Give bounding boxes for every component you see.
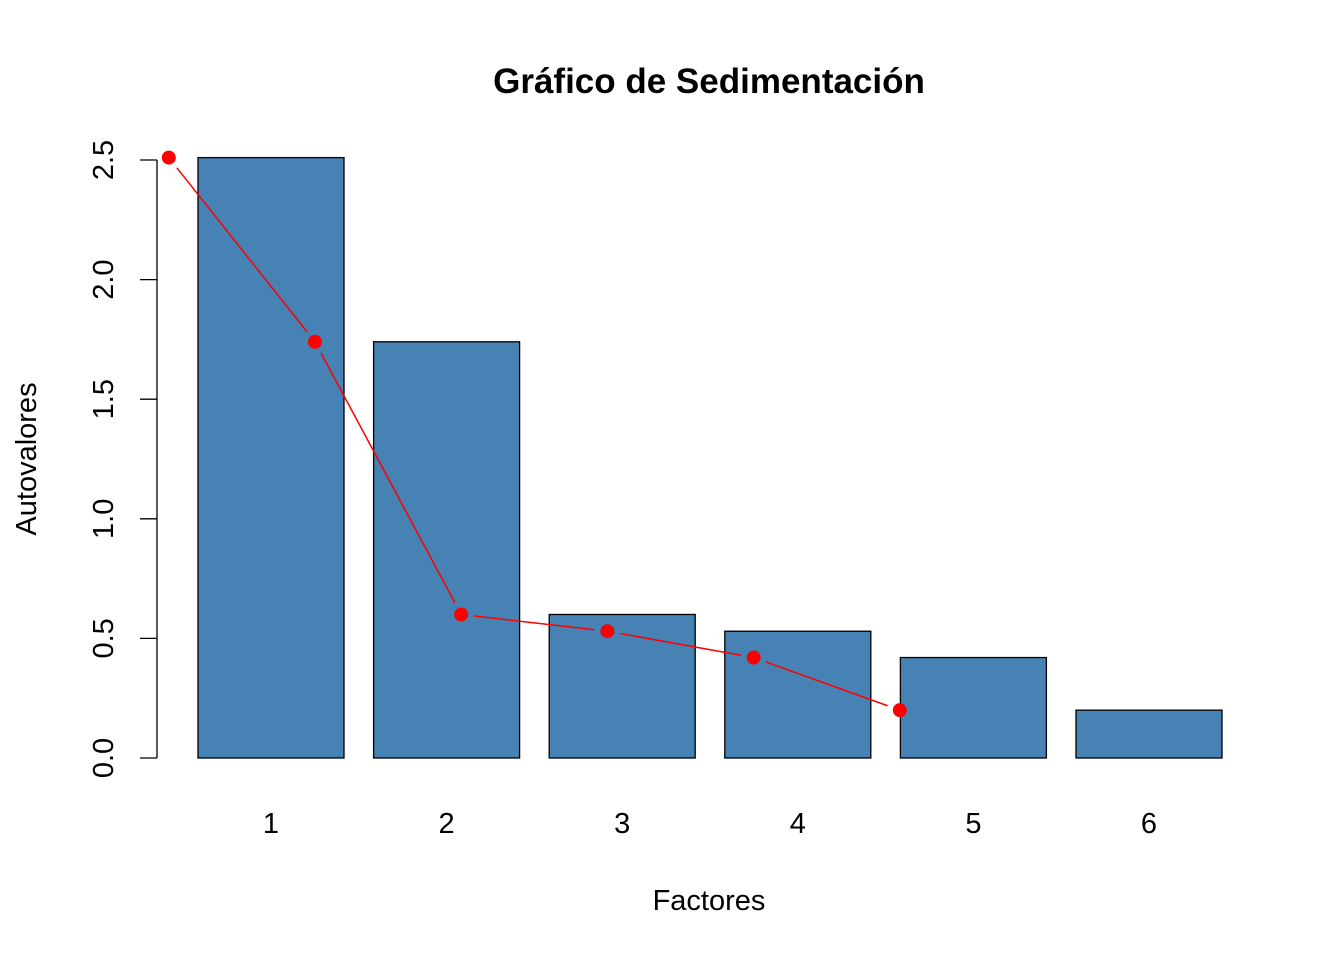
bar bbox=[724, 630, 872, 759]
x-tick-label: 4 bbox=[790, 808, 806, 840]
overlay-line-segment bbox=[620, 632, 741, 656]
x-tick-label: 1 bbox=[263, 808, 279, 840]
bar bbox=[197, 156, 345, 759]
overlay-point bbox=[892, 703, 907, 718]
overlay-point bbox=[308, 334, 322, 349]
bar bbox=[899, 656, 1048, 759]
y-tick-label: 0.5 bbox=[88, 618, 120, 658]
y-axis-label: Autovalores bbox=[11, 382, 43, 535]
y-tick-label: 1.5 bbox=[88, 379, 120, 419]
x-axis-label: Factores bbox=[653, 885, 766, 917]
x-tick-label: 2 bbox=[439, 808, 455, 840]
overlay-line-segment bbox=[474, 615, 595, 631]
overlay-point bbox=[161, 150, 176, 165]
x-tick-label: 5 bbox=[965, 808, 981, 840]
overlay-point bbox=[454, 607, 469, 622]
x-tick-label: 3 bbox=[614, 808, 630, 840]
bar bbox=[548, 613, 696, 759]
overlay-line-segment bbox=[320, 352, 456, 604]
overlay-line-segment bbox=[765, 661, 888, 707]
y-tick-label: 1.0 bbox=[88, 499, 120, 539]
bars bbox=[197, 156, 1223, 759]
bar bbox=[372, 341, 521, 759]
overlay-point bbox=[746, 650, 761, 665]
y-axis: 0.0 0.5 1.0 1.5 2.0 2.5 bbox=[88, 140, 158, 778]
bar bbox=[1075, 709, 1223, 759]
overlay-line-segment bbox=[176, 167, 308, 333]
x-tick-labels: 1 2 3 4 5 6 bbox=[263, 808, 1157, 840]
overlay-point bbox=[600, 624, 615, 639]
y-tick-label: 2.0 bbox=[88, 259, 120, 299]
y-tick-label: 2.5 bbox=[88, 140, 120, 180]
y-tick-label: 0.0 bbox=[88, 738, 120, 778]
chart-title: Gráfico de Sedimentación bbox=[493, 62, 925, 101]
overlay-line bbox=[161, 150, 907, 718]
x-tick-label: 6 bbox=[1141, 808, 1157, 840]
